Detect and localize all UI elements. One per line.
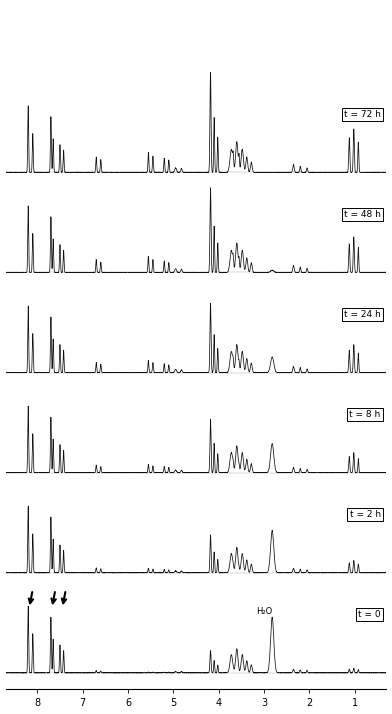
Text: t = 48 h: t = 48 h — [344, 210, 381, 219]
Text: t = 24 h: t = 24 h — [344, 310, 381, 319]
Text: t = 0: t = 0 — [358, 610, 381, 619]
Text: t = 2 h: t = 2 h — [350, 510, 381, 519]
Text: H₂O: H₂O — [256, 607, 272, 616]
Text: t = 8 h: t = 8 h — [350, 410, 381, 419]
Text: t = 72 h: t = 72 h — [344, 110, 381, 119]
